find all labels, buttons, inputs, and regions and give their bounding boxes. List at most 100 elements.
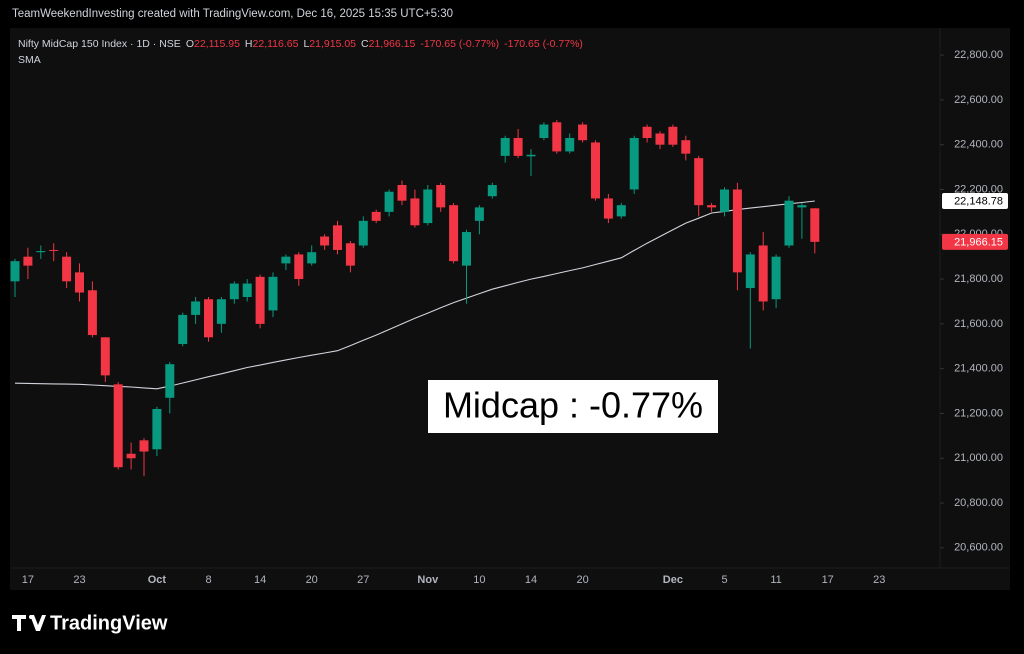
candle-body bbox=[36, 251, 46, 253]
candle-body bbox=[371, 211, 381, 221]
candle-body bbox=[526, 154, 536, 157]
legend-title: Nifty MidCap 150 Index · 1D · NSE bbox=[18, 38, 181, 50]
candle-body bbox=[462, 232, 471, 266]
logo-dot bbox=[29, 615, 33, 619]
candle-body bbox=[732, 189, 742, 273]
y-tick-label: 22,400.00 bbox=[954, 139, 1003, 151]
x-tick-label: 10 bbox=[473, 574, 485, 586]
x-tick-label: 11 bbox=[770, 574, 781, 586]
annotation-box bbox=[428, 380, 718, 433]
x-tick-label: 23 bbox=[873, 574, 885, 586]
candle-body bbox=[294, 254, 304, 280]
candle-body bbox=[655, 133, 665, 145]
candle-body bbox=[255, 276, 265, 324]
candle-body bbox=[384, 191, 394, 212]
candle-body bbox=[474, 207, 484, 221]
legend-field: C bbox=[361, 38, 369, 50]
candle-body bbox=[139, 440, 149, 452]
x-tick-label: 20 bbox=[306, 574, 318, 586]
ohlc-legend: Nifty MidCap 150 Index · 1D · NSE O22,115… bbox=[18, 38, 583, 50]
candle-body bbox=[307, 252, 317, 264]
candle-body bbox=[229, 283, 239, 300]
candle-body bbox=[784, 200, 794, 246]
x-tick-label: 27 bbox=[357, 574, 369, 586]
x-tick-label: 17 bbox=[22, 574, 34, 586]
legend-value: 22,116.65 bbox=[253, 38, 299, 50]
price-label: 21,966.15 bbox=[954, 236, 1003, 248]
brand-logo bbox=[12, 615, 46, 631]
candle-body bbox=[333, 225, 342, 250]
candle-body bbox=[345, 243, 355, 266]
candle-body bbox=[513, 137, 523, 156]
x-tick-label: 14 bbox=[525, 574, 537, 586]
candle-body bbox=[539, 124, 549, 138]
candle-body bbox=[216, 299, 226, 324]
y-tick-label: 22,600.00 bbox=[954, 94, 1003, 106]
y-tick-label: 21,600.00 bbox=[954, 318, 1003, 330]
chart-panel bbox=[10, 28, 1010, 590]
candle-body bbox=[191, 301, 201, 315]
x-tick-label: 14 bbox=[254, 574, 266, 586]
legend-value: 21,966.15 bbox=[369, 38, 416, 50]
candle-body bbox=[126, 453, 136, 459]
x-tick-label: 17 bbox=[822, 574, 834, 586]
annotation: Midcap : -0.77% bbox=[443, 385, 703, 426]
brand-name: TradingView bbox=[50, 612, 168, 634]
candle-body bbox=[694, 158, 704, 206]
price-label-box bbox=[942, 192, 1008, 209]
candle-body bbox=[49, 249, 59, 251]
candle-body bbox=[668, 126, 678, 145]
candle-body bbox=[178, 314, 188, 345]
legend-field: L bbox=[303, 38, 309, 50]
candle-body bbox=[629, 137, 639, 190]
candle-body bbox=[358, 220, 368, 246]
price-label-box bbox=[942, 233, 1008, 250]
candle-body bbox=[204, 299, 213, 338]
candle-body bbox=[23, 256, 33, 266]
candle-body bbox=[681, 140, 691, 154]
candle-body bbox=[436, 185, 446, 208]
candle-body bbox=[75, 272, 84, 293]
candle-body bbox=[397, 185, 407, 201]
legend-change: -170.65 (-0.77%) bbox=[504, 38, 583, 50]
candle-body bbox=[552, 122, 562, 152]
legend-field: O bbox=[186, 38, 194, 50]
candle-body bbox=[771, 256, 781, 300]
candle-body bbox=[707, 205, 717, 208]
candle-body bbox=[268, 276, 278, 311]
candle-body bbox=[281, 256, 291, 264]
y-tick-label: 21,400.00 bbox=[954, 363, 1003, 375]
candle-body bbox=[591, 142, 600, 199]
candle-body bbox=[565, 137, 575, 152]
x-tick-label: 20 bbox=[576, 574, 588, 586]
candle-body bbox=[603, 198, 613, 219]
y-tick-label: 22,800.00 bbox=[954, 49, 1003, 61]
y-tick-label: 20,600.00 bbox=[954, 542, 1003, 554]
candle-body bbox=[152, 408, 162, 450]
price-label: 22,148.78 bbox=[954, 195, 1003, 207]
candle-body bbox=[720, 189, 729, 212]
plot: 20,600.00 20,800.00 21,000.00 21,200.00 21,4… bbox=[10, 49, 1008, 586]
candle-body bbox=[745, 254, 755, 289]
x-tick-label: Nov bbox=[417, 574, 439, 586]
candle-body bbox=[87, 290, 97, 336]
sma-line bbox=[14, 200, 815, 390]
x-tick-label: 8 bbox=[205, 574, 211, 586]
x-tick-label: 23 bbox=[73, 574, 85, 586]
y-tick-label: 22,200.00 bbox=[954, 183, 1003, 195]
x-tick-label: Oct bbox=[148, 574, 167, 586]
candle-body bbox=[642, 126, 652, 138]
candle-body bbox=[810, 208, 820, 242]
x-tick-label: Dec bbox=[663, 574, 683, 586]
candle-body bbox=[423, 189, 433, 224]
candle-body bbox=[758, 245, 768, 302]
candle-body bbox=[165, 364, 175, 398]
legend-value: 22,115.95 bbox=[194, 38, 240, 50]
candle-body bbox=[113, 384, 123, 468]
candle-body bbox=[62, 256, 72, 282]
indicator-label: SMA bbox=[18, 54, 41, 66]
candle-body bbox=[616, 205, 626, 217]
legend-change: -170.65 (-0.77%) bbox=[420, 38, 499, 50]
